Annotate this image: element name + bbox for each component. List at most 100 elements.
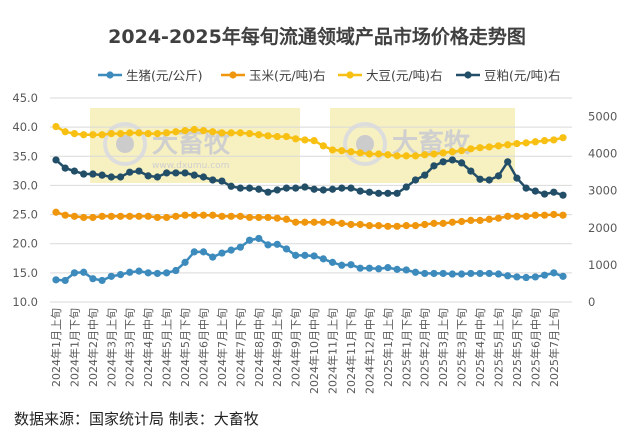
data-point [181, 258, 189, 266]
data-point [273, 214, 281, 222]
data-point [328, 146, 337, 154]
data-point [273, 186, 281, 194]
data-point [70, 130, 79, 138]
data-point [52, 276, 60, 284]
data-point [144, 172, 152, 180]
data-point [172, 266, 180, 275]
data-point [411, 268, 420, 276]
data-point [98, 212, 106, 220]
data-point [384, 264, 392, 272]
data-point [135, 129, 143, 137]
legend-marker [106, 71, 114, 79]
data-point [421, 151, 429, 159]
data-point [430, 269, 438, 278]
data-point [236, 212, 244, 220]
data-point [301, 183, 309, 191]
x-tick-label: 2025年5月上旬 [491, 308, 505, 387]
data-point [227, 182, 235, 190]
data-point [476, 269, 484, 278]
data-point [181, 211, 189, 219]
data-point [356, 220, 364, 229]
data-point [89, 213, 97, 222]
data-point [163, 213, 171, 222]
watermark-logo-icon [103, 122, 147, 166]
data-point [181, 127, 189, 135]
x-tick-label: 2025年7月上旬 [547, 308, 561, 387]
y-right-tick-label: 2000 [588, 221, 617, 235]
data-point [89, 170, 97, 178]
data-point [126, 268, 134, 276]
data-point [393, 152, 401, 160]
data-point [107, 272, 115, 280]
y-right-tick-label: 1000 [588, 258, 617, 272]
data-point [476, 144, 484, 152]
data-point [218, 249, 226, 257]
data-point [467, 269, 475, 278]
data-point [135, 267, 143, 275]
watermark-logo-icon [116, 135, 134, 153]
data-point [301, 136, 309, 144]
data-point [494, 172, 503, 180]
data-point [467, 145, 475, 153]
data-point [80, 131, 88, 139]
legend-label: 大豆(元/吨)右 [366, 68, 442, 83]
data-point [356, 187, 364, 195]
data-point [209, 253, 217, 261]
x-tick-label: 2025年5月下旬 [510, 308, 524, 387]
data-point [448, 218, 456, 226]
data-point [273, 240, 281, 248]
data-point [255, 185, 263, 193]
x-tick-label: 2024年7月下旬 [233, 308, 247, 387]
data-point [126, 212, 134, 220]
data-point [98, 131, 106, 139]
y-left-tick-label: 20.0 [12, 237, 38, 251]
data-point [347, 184, 355, 192]
data-point [458, 217, 466, 226]
data-point [402, 152, 410, 160]
data-point [107, 130, 115, 138]
y-left-tick-label: 40.0 [12, 120, 38, 134]
data-point [540, 271, 549, 279]
data-point [319, 218, 327, 226]
data-point [504, 272, 512, 280]
y-left-tick-label: 45.0 [12, 91, 38, 105]
data-point [319, 142, 327, 150]
data-point [292, 218, 300, 226]
x-tick-label: 2024年6月中旬 [196, 308, 210, 387]
data-point [255, 131, 263, 139]
data-point [144, 269, 152, 277]
data-point [393, 189, 401, 197]
data-point [107, 212, 115, 220]
data-point [292, 184, 300, 192]
data-point [513, 140, 521, 148]
data-point [227, 246, 235, 254]
data-point [365, 188, 374, 196]
data-point [116, 173, 125, 181]
data-point [504, 212, 512, 220]
data-point [80, 268, 88, 276]
data-point [153, 130, 161, 138]
data-point [89, 131, 97, 139]
data-point [448, 148, 456, 156]
data-point [218, 212, 226, 220]
data-point [411, 176, 420, 184]
data-point [439, 149, 447, 157]
legend-marker [229, 71, 237, 79]
data-point [153, 173, 161, 181]
data-point [292, 251, 300, 259]
data-point [485, 143, 493, 151]
watermark-url: www.dxumu.com [152, 161, 229, 171]
data-point [458, 270, 466, 278]
data-point [190, 125, 198, 134]
data-point [485, 176, 493, 184]
data-point [153, 269, 161, 278]
data-point [338, 147, 346, 155]
data-point [531, 187, 539, 195]
data-point [227, 129, 235, 137]
data-point [559, 272, 567, 280]
x-tick-label: 2025年6月中旬 [528, 308, 542, 387]
data-point [190, 248, 198, 256]
data-point [80, 170, 88, 178]
